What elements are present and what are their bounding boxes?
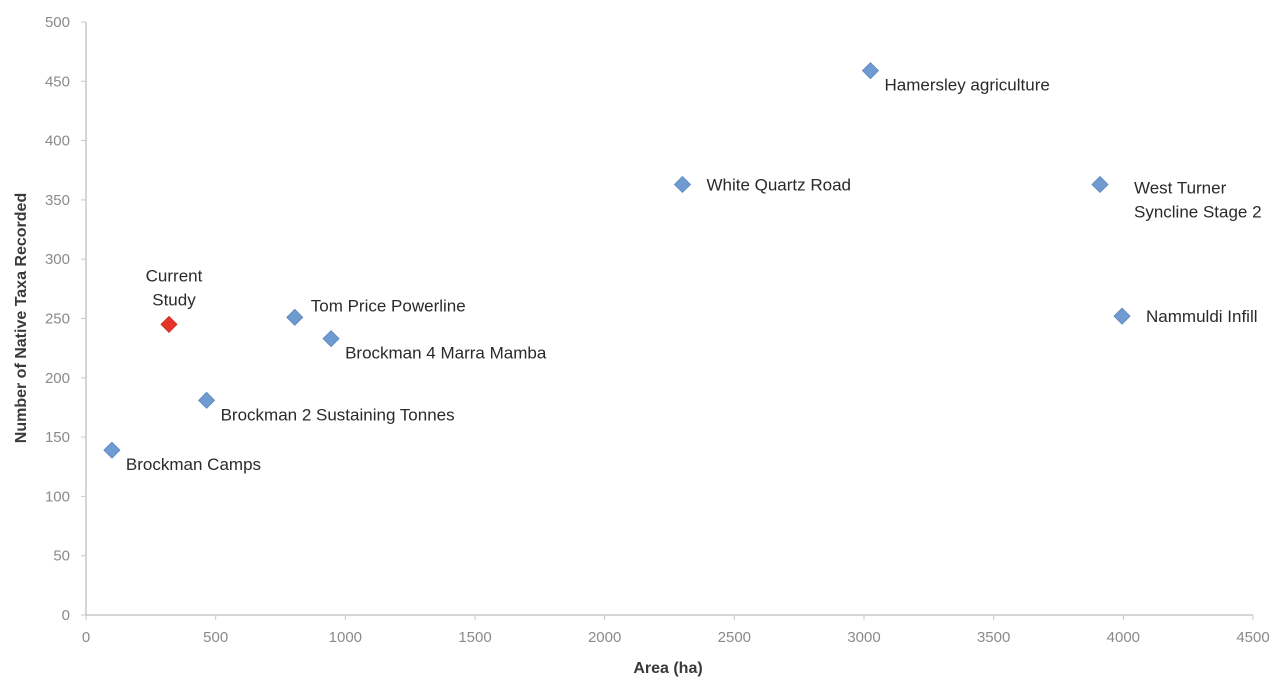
y-tick-label: 100 — [45, 488, 70, 505]
x-tick-label: 3500 — [977, 629, 1010, 646]
x-tick-label: 2500 — [718, 629, 751, 646]
x-tick-label: 1500 — [458, 629, 491, 646]
data-point-label-line: Current — [146, 266, 203, 285]
x-tick-label: 4500 — [1236, 629, 1269, 646]
data-points — [104, 63, 1130, 459]
y-tick-label: 50 — [53, 548, 70, 565]
x-tick-label: 4000 — [1107, 629, 1140, 646]
data-point-label-line: Brockman 4 Marra Mamba — [345, 344, 547, 363]
data-point-label: Tom Price Powerline — [311, 296, 466, 315]
data-point-label: Brockman 4 Marra Mamba — [345, 344, 547, 363]
ticks: 0 50 100 150 200 250 300 350 400 450 500 0 500 1000 15… — [45, 14, 1270, 646]
y-tick-label: 450 — [45, 73, 70, 90]
y-tick-label: 200 — [45, 370, 70, 387]
data-point-marker — [674, 176, 690, 192]
y-tick-label: 350 — [45, 192, 70, 209]
y-tick-label: 500 — [45, 14, 70, 31]
data-point-label-line: Syncline Stage 2 — [1134, 202, 1262, 221]
x-axis-title: Area (ha) — [633, 660, 702, 677]
x-tick-label: 1000 — [329, 629, 362, 646]
highlight-point-marker — [161, 316, 177, 332]
data-point-label-line: Hamersley agriculture — [884, 76, 1049, 95]
axes — [86, 22, 1253, 615]
y-tick-label: 0 — [62, 607, 70, 624]
data-point-marker — [199, 392, 215, 408]
data-point-label: Current Study — [146, 266, 203, 309]
y-tick-label: 150 — [45, 429, 70, 446]
data-point-marker — [862, 63, 878, 79]
data-point-label: West Turner Syncline Stage 2 — [1134, 178, 1262, 221]
data-point-label: Brockman 2 Sustaining Tonnes — [221, 405, 455, 424]
data-point-label: Nammuldi Infill — [1146, 307, 1257, 326]
data-point-label-line: Brockman Camps — [126, 455, 261, 474]
data-point-label-line: Brockman 2 Sustaining Tonnes — [221, 405, 455, 424]
x-tick-label: 2000 — [588, 629, 621, 646]
data-point-marker — [1092, 176, 1108, 192]
data-point-label: White Quartz Road — [706, 175, 851, 194]
data-point-label-line: Tom Price Powerline — [311, 296, 466, 315]
y-tick-label: 300 — [45, 251, 70, 268]
data-point-label: Brockman Camps — [126, 455, 261, 474]
data-point-marker — [1114, 308, 1130, 324]
x-tick-label: 0 — [82, 629, 90, 646]
data-point-marker — [287, 309, 303, 325]
y-axis-title: Number of Native Taxa Recorded — [13, 193, 30, 443]
y-tick-label: 400 — [45, 133, 70, 150]
data-point-label: Hamersley agriculture — [884, 76, 1049, 95]
data-point-label-line: West Turner — [1134, 178, 1227, 197]
data-point-marker — [323, 331, 339, 347]
x-tick-label: 500 — [203, 629, 228, 646]
data-point-label-line: White Quartz Road — [706, 175, 851, 194]
data-point-label-line: Study — [152, 290, 196, 309]
x-tick-label: 3000 — [847, 629, 880, 646]
point-labels: Brockman Camps Brockman 2 Sustaining Tonn… — [126, 76, 1262, 475]
data-point-marker — [104, 442, 120, 458]
data-point-label-line: Nammuldi Infill — [1146, 307, 1257, 326]
y-tick-label: 250 — [45, 311, 70, 328]
